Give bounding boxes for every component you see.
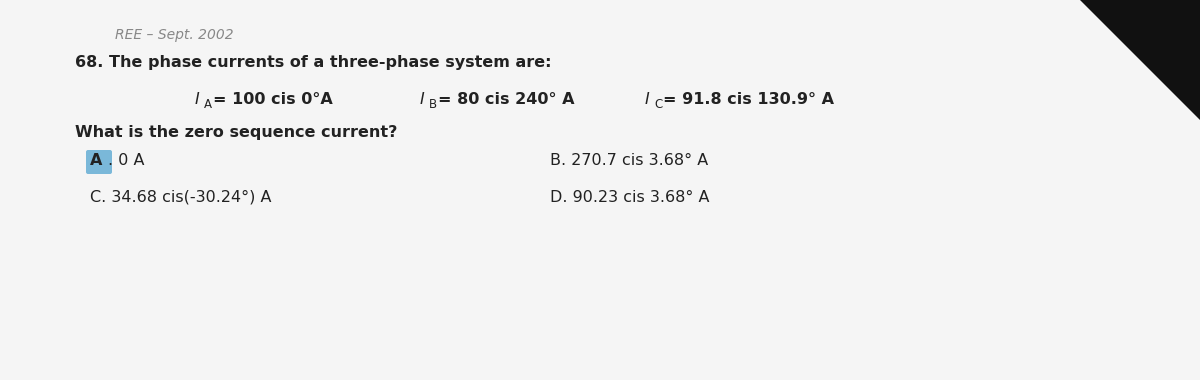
- Text: B. 270.7 cis 3.68° A: B. 270.7 cis 3.68° A: [550, 153, 708, 168]
- FancyBboxPatch shape: [86, 150, 112, 174]
- Text: 68. The phase currents of a three-phase system are:: 68. The phase currents of a three-phase …: [74, 55, 552, 70]
- Text: = 80 cis 240° A: = 80 cis 240° A: [438, 92, 575, 107]
- Text: A: A: [90, 153, 102, 168]
- Text: A: A: [204, 98, 212, 111]
- Text: C: C: [654, 98, 662, 111]
- Text: REE – Sept. 2002: REE – Sept. 2002: [115, 28, 234, 42]
- Text: C. 34.68 cis(-30.24°) A: C. 34.68 cis(-30.24°) A: [90, 190, 271, 205]
- Text: I: I: [420, 92, 425, 107]
- Text: = 100 cis 0°A: = 100 cis 0°A: [214, 92, 332, 107]
- Text: D. 90.23 cis 3.68° A: D. 90.23 cis 3.68° A: [550, 190, 709, 205]
- Text: What is the zero sequence current?: What is the zero sequence current?: [74, 125, 397, 140]
- Text: I: I: [194, 92, 199, 107]
- Text: . 0 A: . 0 A: [108, 153, 144, 168]
- Text: B: B: [430, 98, 437, 111]
- Text: = 91.8 cis 130.9° A: = 91.8 cis 130.9° A: [662, 92, 834, 107]
- Polygon shape: [1080, 0, 1200, 120]
- Text: I: I: [646, 92, 649, 107]
